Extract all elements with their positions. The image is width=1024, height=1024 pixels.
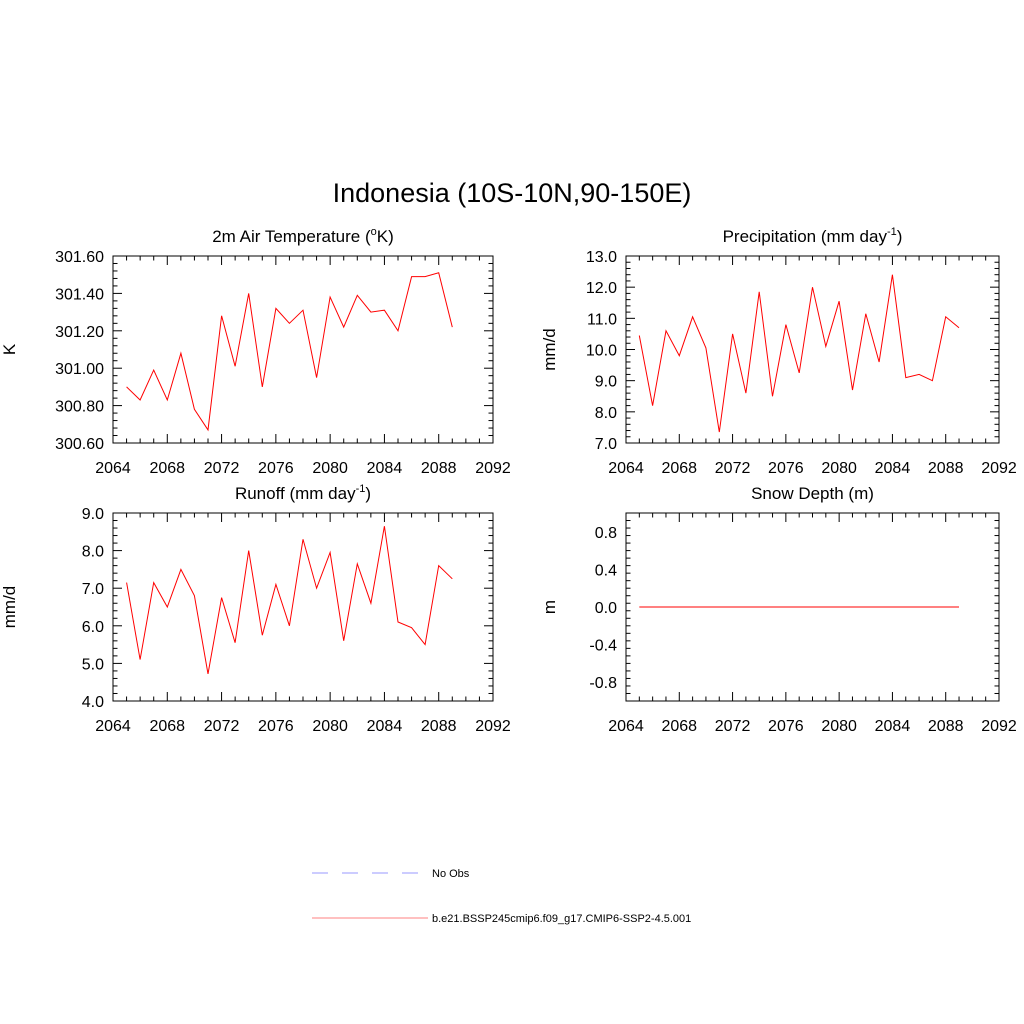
x-tick-label: 2092 — [981, 718, 1017, 735]
x-tick-label: 2088 — [421, 718, 457, 735]
y-tick-label: -0.4 — [589, 638, 617, 655]
plot-frame — [112, 255, 494, 444]
x-tick-label: 2080 — [312, 460, 348, 477]
x-tick-label: 2072 — [715, 460, 751, 477]
y-tick-label: 13.0 — [586, 249, 617, 266]
x-tick-label: 2068 — [149, 718, 185, 735]
y-tick-label: 0.4 — [595, 562, 617, 579]
x-tick-label: 2072 — [204, 718, 240, 735]
x-tick-label: 2084 — [875, 460, 911, 477]
y-tick-label: 301.20 — [55, 324, 104, 341]
y-tick-label: 12.0 — [586, 280, 617, 297]
x-tick-label: 2076 — [768, 718, 804, 735]
y-tick-label: 10.0 — [586, 343, 617, 360]
panel-title: Runoff (mm day-1) — [235, 483, 371, 503]
x-tick-label: 2076 — [258, 718, 294, 735]
y-tick-label: 0.8 — [595, 525, 617, 542]
x-tick-label: 2064 — [95, 718, 131, 735]
y-tick-label: 300.60 — [55, 436, 104, 453]
y-tick-label: 9.0 — [595, 374, 617, 391]
legend-label-no-obs: No Obs — [432, 868, 470, 880]
y-axis-label: mm/d — [0, 586, 19, 629]
series-line — [126, 272, 453, 432]
legend: No Obs b.e21.BSSP245cmip6.f09_g17.CMIP6-… — [312, 868, 691, 925]
x-tick-label: 2088 — [421, 460, 457, 477]
y-axis-label: m — [540, 600, 559, 614]
y-tick-label: 5.0 — [82, 656, 104, 673]
panel-runoff: Runoff (mm day-1) 2064 2068 2072 2076 2080 208… — [0, 483, 511, 735]
y-tick-label: 300.80 — [55, 399, 104, 416]
panel-precipitation: Precipitation (mm day-1) 2064 2068 2072 2076… — [540, 226, 1017, 477]
x-tick-label: 2084 — [875, 718, 911, 735]
y-tick-label: 9.0 — [82, 506, 104, 523]
x-tick-label: 2068 — [661, 718, 697, 735]
panel-title: Precipitation (mm day-1) — [723, 226, 903, 246]
plot-frame — [625, 255, 1000, 444]
x-tick-label: 2092 — [475, 460, 511, 477]
x-tick-label: 2072 — [204, 460, 240, 477]
y-tick-label: 8.0 — [595, 405, 617, 422]
x-tick-label: 2092 — [981, 460, 1017, 477]
x-tick-label: 2092 — [475, 718, 511, 735]
y-tick-label: 4.0 — [82, 694, 104, 711]
x-tick-label: 2064 — [95, 460, 131, 477]
x-tick-label: 2076 — [768, 460, 804, 477]
x-tick-label: 2080 — [312, 718, 348, 735]
y-tick-label: 6.0 — [82, 619, 104, 636]
y-tick-label: 301.00 — [55, 361, 104, 378]
x-tick-label: 2072 — [715, 718, 751, 735]
x-tick-label: 2064 — [608, 460, 644, 477]
y-tick-label: -0.8 — [589, 675, 617, 692]
x-tick-label: 2080 — [821, 718, 857, 735]
panel-temperature: 2m Air Temperature (oK) 2064 2068 2072 2076 2… — [0, 226, 511, 477]
legend-label-model-run: b.e21.BSSP245cmip6.f09_g17.CMIP6-SSP2-4.… — [432, 913, 691, 925]
figure-title: Indonesia (10S-10N,90-150E) — [333, 178, 692, 208]
x-tick-label: 2088 — [928, 718, 964, 735]
series-line — [126, 526, 453, 674]
x-tick-label: 2084 — [367, 718, 403, 735]
panels-container: 2m Air Temperature (oK) 2064 2068 2072 2076 2… — [0, 226, 1017, 735]
panel-title: 2m Air Temperature (oK) — [212, 226, 394, 246]
x-tick-label: 2064 — [608, 718, 644, 735]
x-tick-label: 2076 — [258, 460, 294, 477]
x-tick-label: 2080 — [821, 460, 857, 477]
x-tick-label: 2084 — [367, 460, 403, 477]
y-axis-label: mm/d — [540, 328, 559, 371]
panel-snow-depth: Snow Depth (m) 2064 2068 2072 2076 2080 2084 20… — [540, 484, 1017, 735]
x-tick-label: 2088 — [928, 460, 964, 477]
y-tick-label: 0.0 — [595, 600, 617, 617]
y-tick-label: 301.40 — [55, 286, 104, 303]
y-tick-label: 7.0 — [595, 436, 617, 453]
y-tick-label: 301.60 — [55, 249, 104, 266]
y-tick-label: 7.0 — [82, 581, 104, 598]
panel-title: Snow Depth (m) — [751, 484, 874, 503]
y-axis-label: K — [0, 343, 19, 355]
x-tick-label: 2068 — [149, 460, 185, 477]
series-line — [638, 274, 960, 433]
x-tick-label: 2068 — [661, 460, 697, 477]
y-tick-label: 11.0 — [587, 311, 617, 328]
y-tick-label: 8.0 — [82, 544, 104, 561]
